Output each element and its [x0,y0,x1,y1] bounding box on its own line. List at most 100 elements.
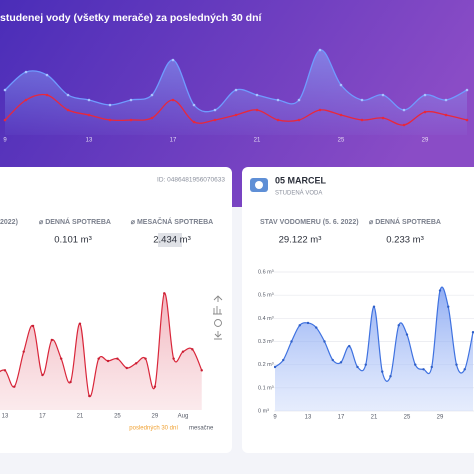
data-point [348,344,351,348]
data-point [423,110,427,114]
data-point [455,363,458,366]
data-point [50,338,54,342]
data-point [234,113,238,117]
x-tick-label: 25 [114,414,121,420]
data-point [318,48,322,52]
data-point [422,368,425,371]
stat-value: 0.233 m³ [386,235,424,246]
data-point [171,98,175,102]
reset-icon[interactable] [214,319,222,327]
data-point [24,70,28,74]
data-point [150,116,154,120]
series-area [5,49,467,136]
y-tick-label: 0.1 m³ [258,385,274,391]
data-point [331,358,334,362]
data-point [144,357,147,360]
highlight [158,233,182,247]
data-point [339,361,343,364]
y-tick-label: 0.4 m³ [258,316,274,322]
legend-item[interactable]: mesačne [189,426,214,432]
header-title: studenej vody (všetky merače) za posledn… [0,12,263,24]
x-tick-label: 17 [39,414,46,420]
meter-card [0,167,232,453]
y-tick-label: 0.5 m³ [258,293,274,299]
x-tick-label: 9 [3,138,7,144]
data-point [444,113,448,117]
left-x-axis: 13 17 21 25 29 Aug [2,414,189,420]
data-point [153,385,157,388]
data-point [191,348,194,351]
data-point [78,322,82,325]
data-point [171,58,175,62]
x-tick-label: 17 [170,138,177,144]
data-point [297,118,301,122]
data-point [3,369,7,372]
data-point [3,118,7,122]
data-point [276,98,280,102]
data-point [125,366,128,370]
data-point [45,73,49,77]
data-point [297,98,301,102]
meter-id: ID: 0486481956070633 [157,177,225,184]
x-tick-label: 21 [371,415,378,421]
data-point [88,394,91,398]
y-tick-label: 0.6 m³ [258,269,274,275]
data-point [463,368,466,371]
x-tick-label: 25 [404,415,411,421]
bars-icon[interactable] [213,306,222,315]
series-area [0,293,202,410]
data-point [465,88,469,92]
data-point [41,373,44,377]
data-point [45,93,49,97]
data-point [255,108,259,112]
data-point [423,93,427,97]
data-point [31,324,35,328]
legend-item[interactable]: posledných 30 dní [129,426,178,432]
data-point [298,324,301,327]
chart-toolbar [213,295,223,340]
data-point [87,113,91,117]
data-point [274,365,277,369]
data-point [447,305,450,308]
data-point [381,370,384,373]
data-point [129,118,133,122]
x-tick-label: 29 [152,414,159,420]
x-tick-label: 17 [338,415,345,421]
data-point [116,357,119,360]
data-point [372,305,376,308]
data-point [405,333,409,336]
data-point [24,98,28,102]
data-point [397,324,400,327]
data-point [134,362,138,365]
top-chart: 9 13 17 21 25 29 [3,48,469,144]
data-point [438,289,442,292]
download-icon[interactable] [214,331,222,340]
x-tick-label: 25 [338,138,345,144]
data-point [402,123,406,127]
stat-label: STAV VODOMERU (5. 6. 2022) [260,219,359,226]
data-point [360,98,364,102]
x-tick-label: 21 [254,138,261,144]
data-point [13,385,16,388]
stat-value: 2.434 m³ [153,235,191,246]
data-point [108,118,112,122]
x-tick-label: 13 [2,414,9,420]
stat-label: ⌀ DENNÁ SPOTREBA [369,217,441,226]
x-tick-label: 29 [437,415,444,421]
data-point [318,108,322,112]
data-point [315,326,318,329]
data-point [97,357,100,360]
data-point [66,108,70,112]
data-point [163,292,166,295]
data-point [323,340,326,343]
data-point [276,118,280,122]
meter-name: 05 MARCEL [275,175,327,185]
data-point [381,93,385,97]
data-point [402,108,406,112]
data-point [69,380,72,384]
data-point [339,83,343,87]
zoom-icon[interactable] [213,295,223,302]
data-point [234,88,238,92]
data-point [414,363,417,366]
